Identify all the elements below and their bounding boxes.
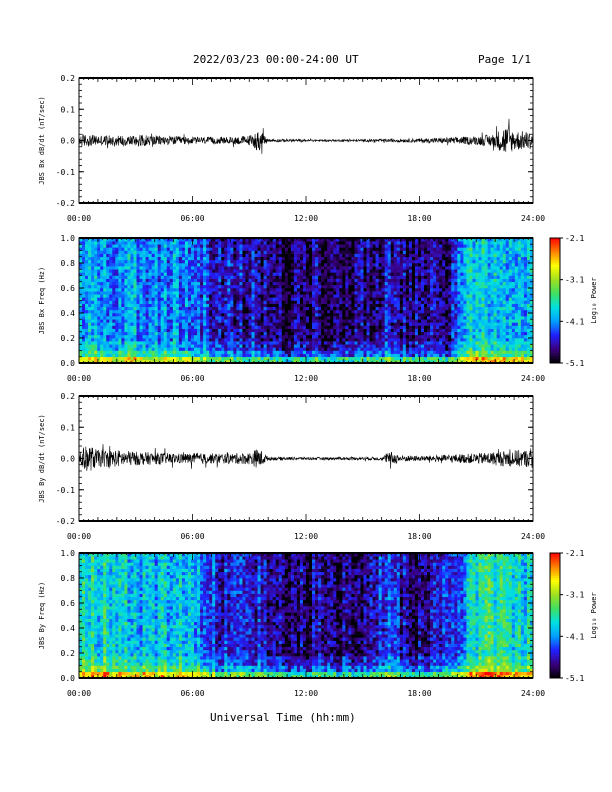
colorbar-tick-label: -2.1 — [565, 549, 584, 558]
x-tick-label: 06:00 — [180, 532, 204, 541]
y-tick-label: -0.2 — [56, 199, 75, 208]
y-tick-label: 0.1 — [61, 105, 76, 114]
y-tick-label: 0.2 — [61, 334, 76, 343]
x-tick-label: 00:00 — [67, 214, 91, 223]
x-tick-label: 12:00 — [294, 214, 318, 223]
y-tick-label: 0.2 — [61, 649, 76, 658]
y-tick-label: 0.2 — [61, 74, 76, 83]
x-tick-label: 24:00 — [521, 689, 545, 698]
y-tick-label: -0.1 — [56, 168, 75, 177]
y-tick-label: -0.1 — [56, 486, 75, 495]
spectrogram — [79, 553, 534, 679]
y-tick-label: 0.4 — [61, 309, 76, 318]
panel-2: 1.0 0.8 0.6 0.4 0.2 0.0 00:00 06:00 12:00 18:00 24… — [38, 234, 598, 383]
spectrogram — [79, 238, 534, 364]
colorbar-tick-label: -4.1 — [565, 632, 584, 641]
page-header: 2022/03/23 00:00-24:00 UT Page 1/1 — [0, 0, 612, 80]
panel-4: 1.0 0.8 0.6 0.4 0.2 0.0 00:00 06:00 12:00 18:00 24… — [38, 549, 598, 698]
y-tick-label: 0.4 — [61, 624, 76, 633]
y-axis-label: JBS Bx dB/dt (nT/sec) — [38, 96, 46, 185]
colorbar-tick-label: -3.1 — [565, 276, 584, 285]
y-tick-label: 0.1 — [61, 423, 76, 432]
y-tick-label: 0.6 — [61, 599, 76, 608]
x-tick-label: 06:00 — [180, 214, 204, 223]
colorbar-tick-label: -4.1 — [565, 317, 584, 326]
x-tick-label: 00:00 — [67, 689, 91, 698]
x-tick-label: 12:00 — [294, 374, 318, 383]
x-tick-label: 24:00 — [521, 532, 545, 541]
x-tick-label: 18:00 — [407, 689, 431, 698]
y-tick-label: 1.0 — [61, 549, 76, 558]
colorbar-tick-label: -3.1 — [565, 591, 584, 600]
y-tick-label: 0.0 — [61, 137, 76, 146]
y-tick-label: 0.8 — [61, 574, 76, 583]
colorbar: -2.1 -3.1 -4.1 -5.1 Log₁₀ Power — [549, 549, 598, 683]
colorbar-tick-label: -2.1 — [565, 234, 584, 243]
panel-3: 0.2 0.1 0.0 -0.1 -0.2 00:00 06:00 12:00 18:00 24:… — [38, 392, 545, 541]
y-tick-label: 0.2 — [61, 392, 76, 401]
y-tick-label: 1.0 — [61, 234, 76, 243]
panel-1: 0.2 0.1 0.0 -0.1 -0.2 00:00 06:00 12:00 18:00 24:… — [38, 74, 545, 223]
y-tick-label: 0.0 — [61, 674, 76, 683]
page-indicator: Page 1/1 — [478, 53, 531, 66]
colorbar-label: Log₁₀ Power — [590, 592, 598, 638]
colorbar-label: Log₁₀ Power — [590, 277, 598, 323]
x-tick-label: 24:00 — [521, 374, 545, 383]
y-tick-label: 0.0 — [61, 455, 76, 464]
y-tick-label: 0.6 — [61, 284, 76, 293]
x-tick-label: 06:00 — [180, 689, 204, 698]
x-tick-label: 24:00 — [521, 214, 545, 223]
x-axis-label: Universal Time (hh:mm) — [210, 711, 356, 724]
colorbar: -2.1 -3.1 -4.1 -5.1 Log₁₀ Power — [549, 234, 598, 368]
series-trace — [78, 444, 534, 471]
x-tick-label: 18:00 — [407, 374, 431, 383]
y-axis-label: JBS By Freq (Hz) — [38, 582, 46, 649]
colorbar-tick-label: -5.1 — [565, 674, 584, 683]
x-tick-label: 00:00 — [67, 374, 91, 383]
plot-title: 2022/03/23 00:00-24:00 UT — [193, 53, 359, 66]
y-tick-label: 0.0 — [61, 359, 76, 368]
x-tick-label: 18:00 — [407, 214, 431, 223]
x-tick-label: 18:00 — [407, 532, 431, 541]
series-trace — [78, 118, 534, 154]
colorbar-frame — [549, 237, 561, 364]
colorbar-tick-label: -5.1 — [565, 359, 584, 368]
x-tick-label: 00:00 — [67, 532, 91, 541]
y-axis-label: JBS Bx Freq (Hz) — [38, 267, 46, 334]
x-tick-label: 12:00 — [294, 532, 318, 541]
colorbar-frame — [549, 552, 561, 679]
x-tick-label: 12:00 — [294, 689, 318, 698]
y-tick-label: -0.2 — [56, 517, 75, 526]
y-axis-label: JBS By dB/dt (nT/sec) — [38, 414, 46, 503]
y-tick-label: 0.8 — [61, 259, 76, 268]
x-tick-label: 06:00 — [180, 374, 204, 383]
